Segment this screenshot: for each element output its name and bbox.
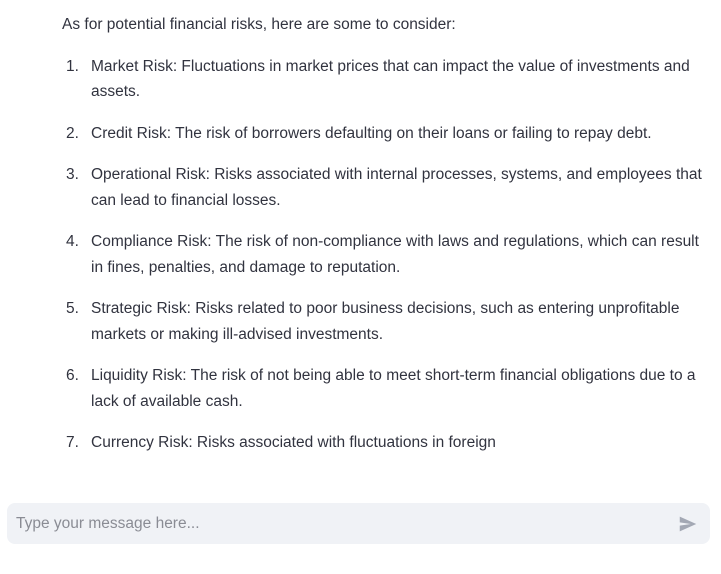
list-item: 1. Market Risk: Fluctuations in market p… [62, 54, 707, 105]
chat-input-container [7, 503, 710, 544]
list-item-text: Compliance Risk: The risk of non-complia… [91, 233, 699, 276]
message-intro: As for potential financial risks, here a… [62, 16, 456, 33]
list-item-number: 5. [66, 300, 79, 317]
list-item: 2. Credit Risk: The risk of borrowers de… [62, 121, 707, 147]
chat-message-input[interactable] [7, 503, 667, 544]
list-item-number: 2. [66, 124, 79, 142]
list-item: 6. Liquidity Risk: The risk of not being… [62, 363, 707, 414]
list-item-number: 4. [66, 233, 79, 250]
list-item-text: Currency Risk: Risks associated with flu… [91, 434, 496, 451]
list-item: 7. Currency Risk: Risks associated with … [62, 430, 707, 456]
list-item-number: 6. [66, 367, 79, 384]
list-item-text: Strategic Risk: Risks related to poor bu… [91, 300, 680, 343]
list-item: 3. Operational Risk: Risks associated wi… [62, 162, 707, 213]
send-button[interactable] [677, 512, 701, 536]
list-item: 5. Strategic Risk: Risks related to poor… [62, 296, 707, 347]
list-item-text: Market Risk: Fluctuations in market pric… [91, 57, 690, 101]
list-item: 4. Compliance Risk: The risk of non-comp… [62, 229, 707, 280]
send-icon [677, 513, 701, 535]
list-item-number: 1. [66, 57, 79, 75]
list-item-number: 7. [66, 434, 79, 451]
list-item-text: Operational Risk: Risks associated with … [91, 166, 702, 209]
risk-list: 1. Market Risk: Fluctuations in market p… [62, 54, 707, 456]
list-item-text: Credit Risk: The risk of borrowers defau… [91, 124, 652, 142]
assistant-message: As for potential financial risks, here a… [62, 12, 707, 472]
list-item-number: 3. [66, 166, 79, 183]
list-item-text: Liquidity Risk: The risk of not being ab… [91, 367, 696, 410]
